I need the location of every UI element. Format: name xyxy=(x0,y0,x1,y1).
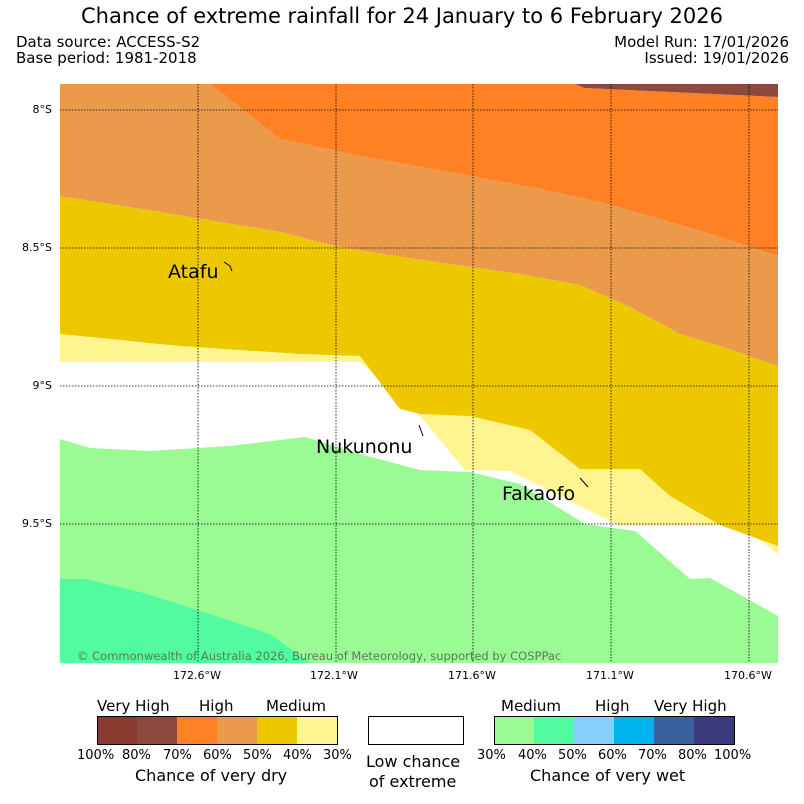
legend-swatch-wet-80-100 xyxy=(694,716,735,745)
dry-70-80-region xyxy=(575,84,778,97)
legend-wet-pct: 30% xyxy=(477,748,506,763)
legend-swatch-dry-60-70 xyxy=(177,716,218,745)
legend-dry-high: High xyxy=(199,697,234,715)
legend-dry-very-high: Very High xyxy=(97,697,170,715)
lon-tick-label: 172.6°W xyxy=(173,669,221,682)
lon-tick-label: 170.6°W xyxy=(724,669,772,682)
legend-dry-pct: 100% xyxy=(77,748,115,763)
place-label-nukunonu: Nukunonu xyxy=(316,436,413,458)
atafu-atoll xyxy=(223,261,233,272)
place-label-fakaofo: Fakaofo xyxy=(502,483,576,505)
atoll-outlines xyxy=(223,261,589,488)
legend-swatch-wet-70-80 xyxy=(654,716,695,745)
wet-high-region xyxy=(60,579,310,663)
legend-wet-high: High xyxy=(595,697,630,715)
legend-swatch-dry-80-100 xyxy=(97,716,138,745)
legend-wet-title: Chance of very wet xyxy=(530,766,686,785)
legend-wet-pct: 100% xyxy=(714,748,752,763)
legend-dry-title: Chance of very dry xyxy=(135,766,288,785)
forecast-map-svg xyxy=(60,84,778,663)
base-period-text: Base period: 1981-2018 xyxy=(16,49,197,67)
lat-tick-label: 9.5°S xyxy=(22,517,52,530)
legend-neutral-line1: Low chance xyxy=(366,752,461,771)
legend-wet-pct: 50% xyxy=(558,748,587,763)
legend-dry-medium: Medium xyxy=(266,697,326,715)
legend-swatch-dry-30-40 xyxy=(297,716,338,745)
meta-right: Model Run: 17/01/2026 Issued: 19/01/2026 xyxy=(614,34,789,66)
lat-tick-label: 8.5°S xyxy=(22,241,52,254)
dry-40-50-region xyxy=(60,196,778,546)
dry-30-40-region xyxy=(60,334,778,554)
nukunonu-atoll xyxy=(418,424,424,437)
legend-dry-pct: 60% xyxy=(203,748,232,763)
fakaofo-atoll xyxy=(579,477,589,488)
lon-tick-label: 171.6°W xyxy=(448,669,496,682)
lon-tick-label: 171.1°W xyxy=(586,669,634,682)
map-title: Chance of extreme rainfall for 24 Januar… xyxy=(80,4,724,28)
legend-swatch-dry-50-60 xyxy=(217,716,258,745)
model-run-text: Model Run: 17/01/2026 xyxy=(614,33,789,51)
legend-swatch-wet-40-50 xyxy=(534,716,575,745)
data-source-text: Data source: ACCESS-S2 xyxy=(16,33,201,51)
legend-swatch-dry-70-80 xyxy=(137,716,178,745)
dry-50-60-region xyxy=(60,84,778,366)
legend-dry-pct: 80% xyxy=(122,748,151,763)
graticule xyxy=(60,84,778,663)
legend-wet-pct: 40% xyxy=(518,748,547,763)
legend-wet-pct: 70% xyxy=(638,748,667,763)
legend-swatch-dry-40-50 xyxy=(257,716,298,745)
legend-wet-medium: Medium xyxy=(501,697,561,715)
legend-swatch-neutral xyxy=(368,716,464,745)
legend-swatch-wet-50-60 xyxy=(574,716,615,745)
copyright-text: © Commonwealth of Australia 2026, Bureau… xyxy=(77,649,562,663)
meta-left: Data source: ACCESS-S2 Base period: 1981… xyxy=(16,34,200,66)
legend-neutral-line2: of extreme xyxy=(369,772,457,791)
lat-tick-label: 8°S xyxy=(32,103,52,116)
legend-dry-pct: 40% xyxy=(283,748,312,763)
legend-dry-pct: 30% xyxy=(323,748,352,763)
legend-dry-pct: 70% xyxy=(163,748,192,763)
wet-medium-region xyxy=(60,437,778,663)
issued-text: Issued: 19/01/2026 xyxy=(644,49,789,67)
legend-dry-pct: 50% xyxy=(243,748,272,763)
dry-60-70-region xyxy=(210,84,778,256)
legend-wet-pct: 60% xyxy=(598,748,627,763)
lon-tick-label: 172.1°W xyxy=(310,669,358,682)
legend-wet-pct: 80% xyxy=(678,748,707,763)
place-label-atafu: Atafu xyxy=(168,261,219,283)
legend-swatch-wet-60-70 xyxy=(614,716,655,745)
legend-wet-very-high: Very High xyxy=(654,697,727,715)
legend-swatch-wet-30-40 xyxy=(494,716,535,745)
lat-tick-label: 9°S xyxy=(32,379,52,392)
forecast-map xyxy=(60,84,778,663)
